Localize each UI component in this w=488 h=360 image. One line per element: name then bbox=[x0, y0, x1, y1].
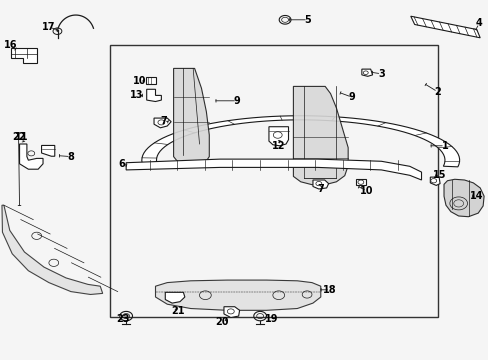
Polygon shape bbox=[155, 280, 320, 310]
Text: 18: 18 bbox=[323, 285, 336, 295]
Text: 9: 9 bbox=[348, 92, 355, 102]
Text: 21: 21 bbox=[171, 306, 185, 316]
Polygon shape bbox=[126, 159, 421, 180]
Polygon shape bbox=[429, 177, 439, 185]
Polygon shape bbox=[20, 144, 43, 169]
Text: 14: 14 bbox=[469, 191, 483, 201]
Polygon shape bbox=[165, 292, 184, 303]
Text: 10: 10 bbox=[132, 76, 146, 86]
Bar bbox=[110, 45, 437, 317]
Polygon shape bbox=[355, 179, 365, 185]
Text: 23: 23 bbox=[116, 314, 130, 324]
Polygon shape bbox=[224, 307, 239, 318]
Polygon shape bbox=[410, 16, 479, 38]
Polygon shape bbox=[312, 180, 328, 189]
Text: 1: 1 bbox=[441, 141, 447, 151]
Polygon shape bbox=[443, 179, 483, 217]
Text: 13: 13 bbox=[130, 90, 143, 100]
Text: 6: 6 bbox=[119, 159, 125, 169]
Polygon shape bbox=[173, 68, 209, 166]
Text: 8: 8 bbox=[67, 152, 74, 162]
Text: 3: 3 bbox=[377, 69, 384, 79]
Polygon shape bbox=[268, 127, 288, 146]
Polygon shape bbox=[145, 77, 155, 84]
Text: 20: 20 bbox=[215, 317, 229, 327]
Text: 10: 10 bbox=[359, 186, 373, 196]
Polygon shape bbox=[154, 118, 171, 128]
Text: 19: 19 bbox=[264, 314, 278, 324]
Polygon shape bbox=[41, 145, 55, 156]
Polygon shape bbox=[146, 89, 161, 102]
Text: 12: 12 bbox=[271, 141, 285, 151]
Text: 4: 4 bbox=[475, 18, 482, 28]
Text: 22: 22 bbox=[12, 132, 25, 142]
Text: 16: 16 bbox=[4, 40, 18, 50]
Text: 7: 7 bbox=[316, 184, 323, 194]
Text: 11: 11 bbox=[15, 132, 29, 142]
Polygon shape bbox=[361, 69, 372, 76]
Text: 2: 2 bbox=[433, 87, 440, 97]
Polygon shape bbox=[142, 116, 459, 167]
Polygon shape bbox=[293, 86, 347, 185]
Text: 15: 15 bbox=[432, 170, 446, 180]
Text: 17: 17 bbox=[42, 22, 56, 32]
Text: 7: 7 bbox=[160, 116, 167, 126]
Text: 9: 9 bbox=[233, 96, 240, 106]
Polygon shape bbox=[11, 48, 37, 63]
Text: 5: 5 bbox=[304, 15, 311, 25]
Polygon shape bbox=[2, 205, 102, 294]
